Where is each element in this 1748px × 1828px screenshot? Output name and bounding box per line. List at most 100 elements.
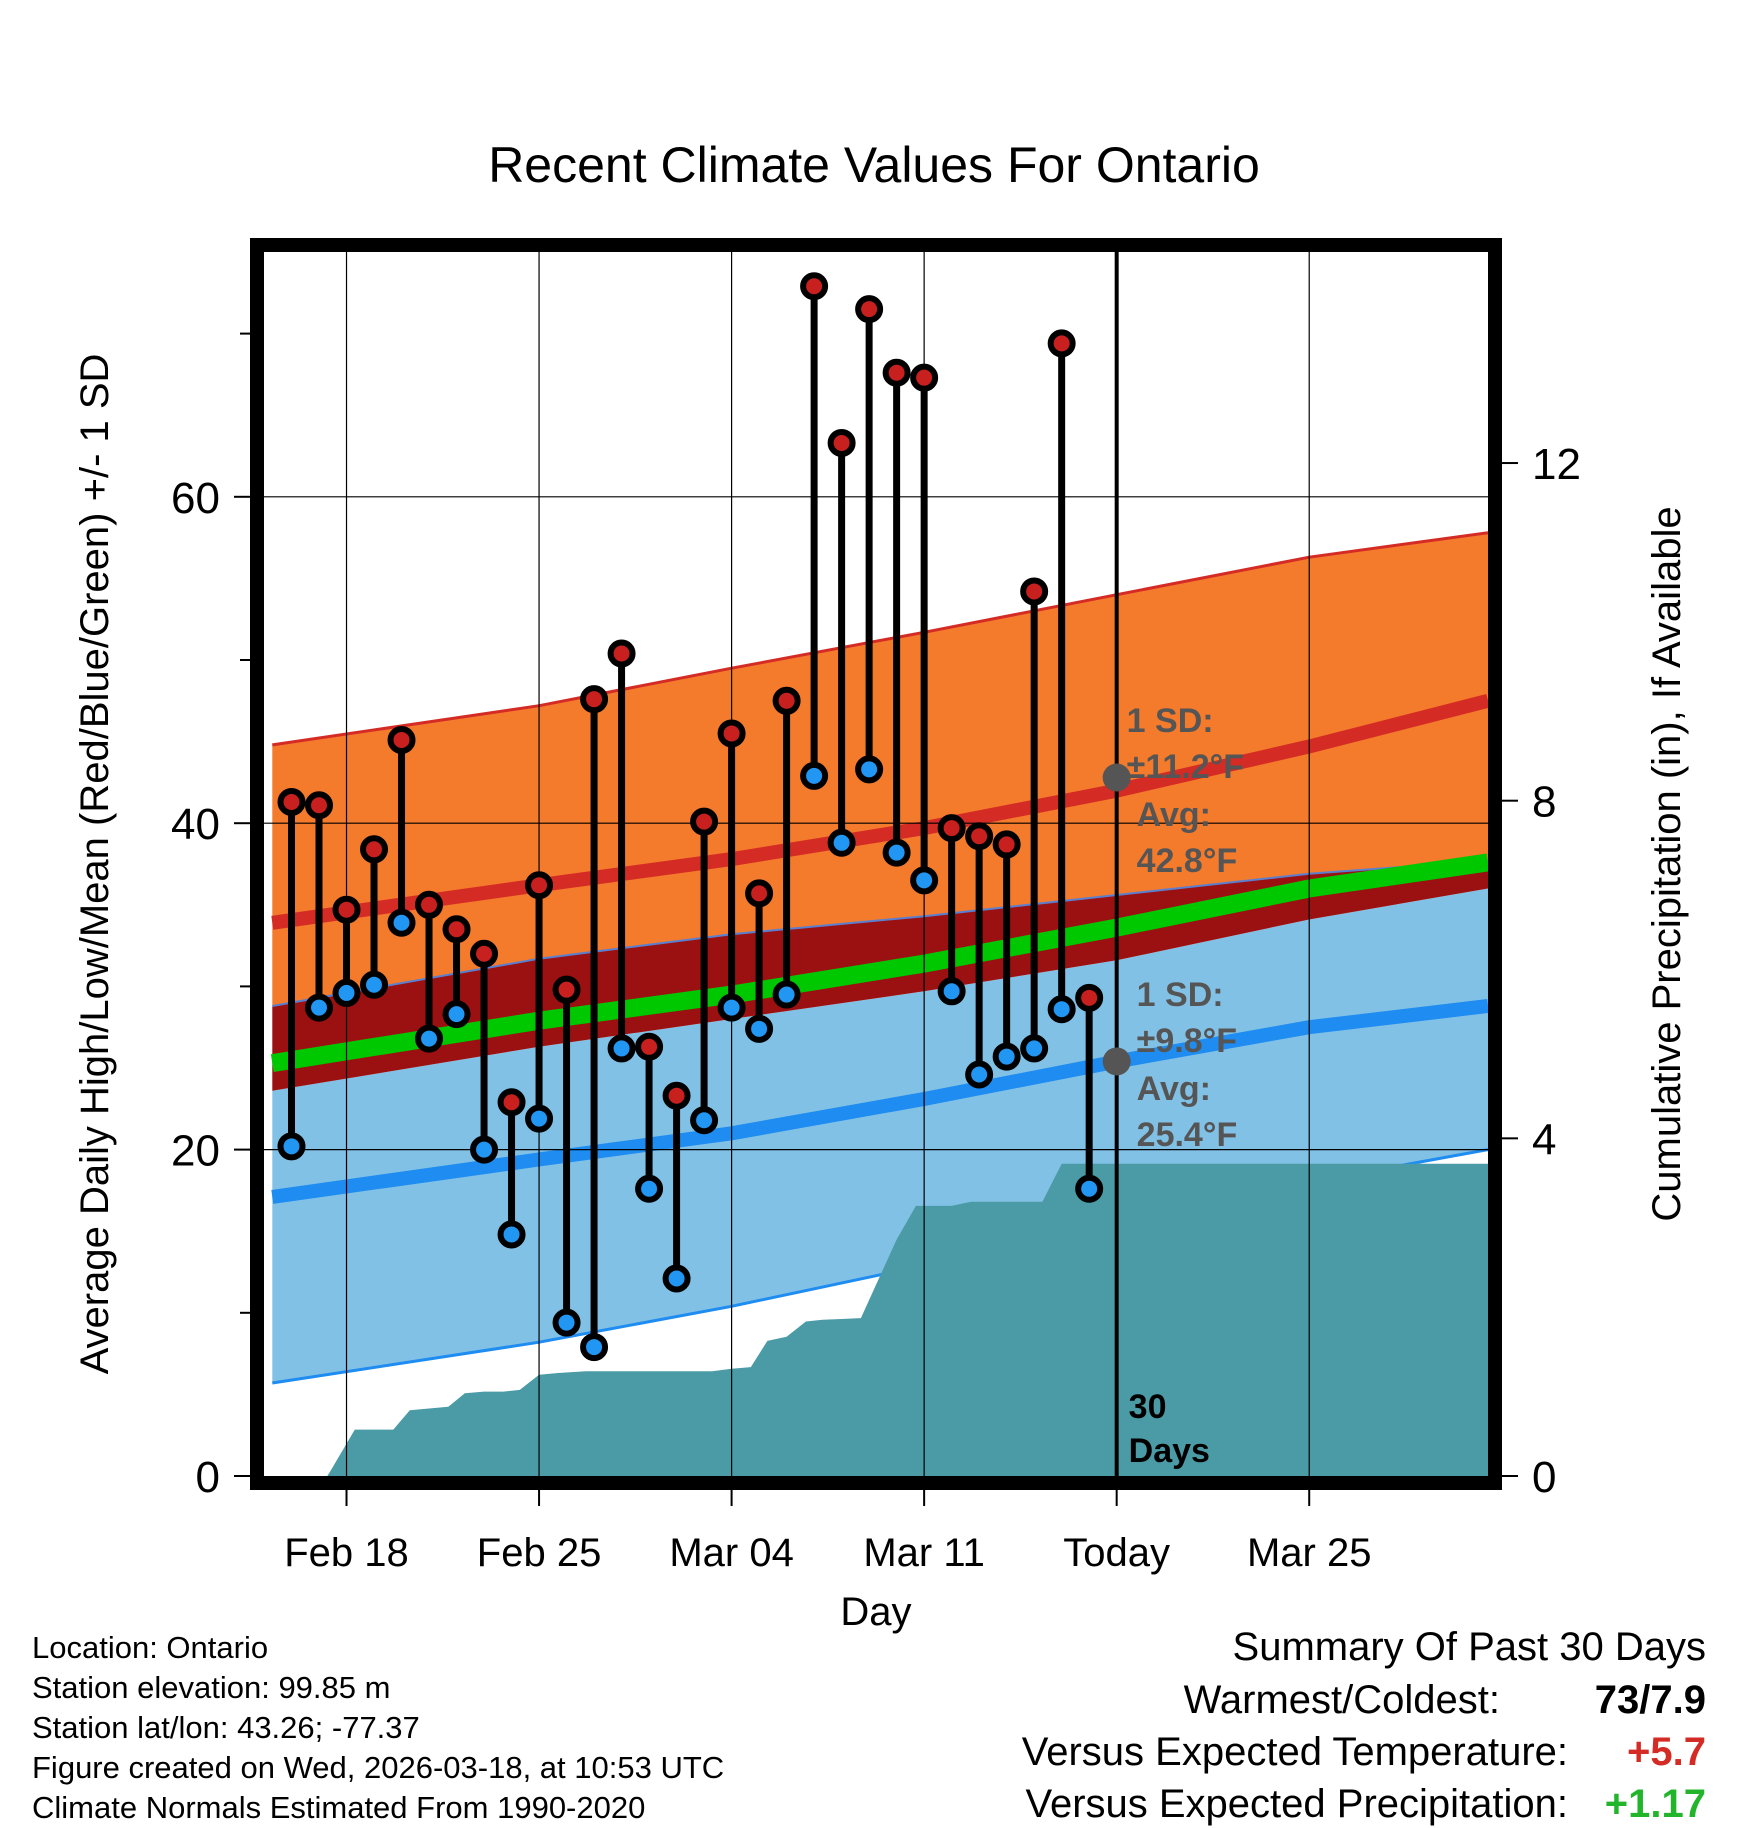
high-point [360,835,389,864]
low-point [552,1308,581,1337]
high-point [387,725,416,754]
low-point [827,828,856,857]
high-point [690,807,719,836]
low-point [800,761,829,790]
high-point [635,1032,664,1061]
y-tick-label: 20 [171,1127,220,1176]
low-point [772,980,801,1009]
normals-info: Climate Normals Estimated From 1990-2020 [32,1790,646,1825]
elevation-info: Station elevation: 99.85 m [32,1670,391,1705]
high-sd-value: ±11.2°F [1127,748,1244,786]
latlon-info: Station lat/lon: 43.26; -77.37 [32,1710,420,1745]
plot-frame [250,238,1502,1490]
high-point [277,787,306,816]
low-point [635,1174,664,1203]
x-tick-label: Mar 04 [669,1531,794,1575]
low-point [332,978,361,1007]
axes: 0 20 40 60 0 4 8 12 Feb 18 Feb 25 Mar 04 Mar 11 Toda… [73,238,1689,1634]
high-point [525,871,554,900]
low-sd-value: ±9.8°F [1137,1022,1237,1060]
low-point [910,866,939,895]
low-point [992,1042,1021,1071]
y2-tick-label: 4 [1532,1115,1556,1164]
high-point [992,830,1021,859]
high-point [1047,329,1076,358]
low-point [607,1034,636,1063]
low-point [717,993,746,1022]
warm-cold-label: Warmest/Coldest: [1183,1678,1500,1722]
y-axis-label: Average Daily High/Low/Mean (Red/Blue/Gr… [73,354,117,1375]
low-point [1075,1174,1104,1203]
high-point [827,428,856,457]
low-point [965,1060,994,1089]
low-sd-band [272,888,1488,1383]
low-point [690,1106,719,1135]
y2-tick-label: 8 [1532,778,1556,827]
annotations: 1 SD: ±11.2°F Avg: 42.8°F 1 SD: ±9.8°F Avg: 25.… [1127,702,1244,1470]
high-sd-label: 1 SD: [1127,702,1214,740]
precip-area [272,1163,1488,1476]
x-tick-label: Feb 18 [284,1531,409,1575]
high-point [607,639,636,668]
low-point [745,1014,774,1043]
y-tick-label: 40 [171,800,220,849]
high-point [910,363,939,392]
low-avg-value: 25.4°F [1137,1116,1238,1154]
warm-cold-value: 73/7.9 [1594,1678,1706,1722]
high-point [305,791,334,820]
chart-title: Recent Climate Values For Ontario [488,137,1260,193]
high-point [580,685,609,714]
y2-axis-label: Cumulative Precipitation (in), If Availa… [1645,506,1689,1221]
low-point [442,1000,471,1029]
high-point [442,915,471,944]
low-sd-label: 1 SD: [1137,976,1224,1014]
temp-vs-expected-label: Versus Expected Temperature: [1021,1730,1568,1774]
low-point [937,977,966,1006]
high-point [332,895,361,924]
low-avg-marker [1102,1047,1131,1076]
low-point [497,1220,526,1249]
high-point [415,890,444,919]
low-point [662,1264,691,1293]
daily-marks [277,252,1131,1476]
high-point [1020,577,1049,606]
low-point [387,908,416,937]
precip-vs-expected-label: Versus Expected Precipitation: [1025,1782,1568,1826]
high-point [717,719,746,748]
low-avg-label: Avg: [1137,1070,1211,1108]
x-tick-label: Feb 25 [477,1531,602,1575]
y2-tick-label: 12 [1532,440,1581,489]
low-point [305,993,334,1022]
low-point [1047,995,1076,1024]
low-point [525,1104,554,1133]
created-info: Figure created on Wed, 2026-03-18, at 10… [32,1750,725,1785]
high-point [800,272,829,301]
high-point [882,358,911,387]
days-word: Days [1129,1432,1210,1470]
low-point [277,1132,306,1161]
low-point [882,838,911,867]
location-info: Location: Ontario [32,1630,269,1665]
high-point [937,814,966,843]
low-point [415,1024,444,1053]
high-point [855,295,884,324]
low-point [360,970,389,999]
high-point [772,686,801,715]
high-point [1075,983,1104,1012]
x-tick-label: Mar 25 [1247,1531,1372,1575]
low-point [855,755,884,784]
high-point [552,975,581,1004]
temp-vs-expected-value: +5.7 [1627,1730,1706,1774]
precip-vs-expected-value: +1.17 [1604,1782,1706,1826]
high-point [745,879,774,908]
y-tick-label: 0 [196,1453,220,1502]
low-point [470,1135,499,1164]
high-point [662,1081,691,1110]
low-point [580,1333,609,1362]
x-tick-label: Today [1063,1531,1170,1575]
high-avg-label: Avg: [1137,796,1211,834]
high-avg-value: 42.8°F [1137,842,1238,880]
y2-tick-label: 0 [1532,1453,1556,1502]
x-tick-label: Mar 11 [863,1531,985,1575]
